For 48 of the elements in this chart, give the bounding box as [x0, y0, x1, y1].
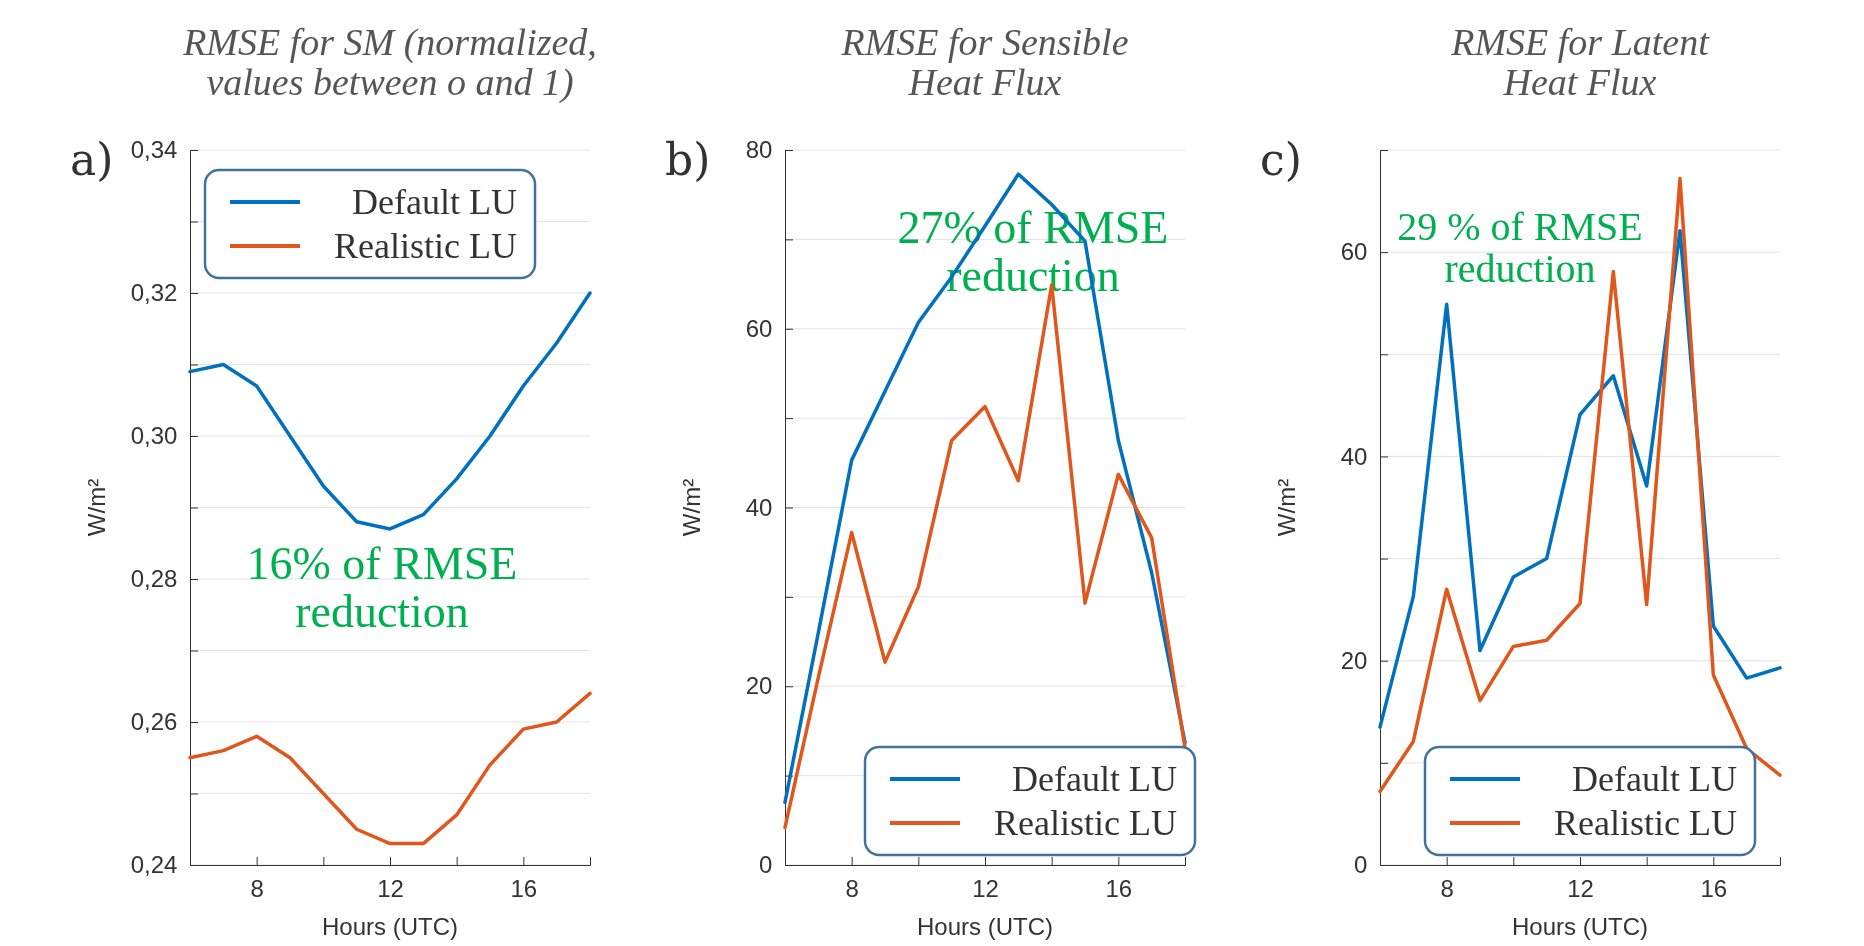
y-tick-label: 0,26 — [130, 708, 178, 736]
y-tick-label: 0,30 — [130, 422, 178, 450]
annotation: 29 % of RMSE reduction — [1397, 204, 1643, 292]
x-axis-title: Hours (UTC) — [322, 913, 458, 940]
chart-title: RMSE for SM (normalized, values between o and 1) — [182, 21, 597, 104]
text: b) — [665, 134, 711, 185]
y-tick-label: 0 — [1354, 851, 1368, 879]
line-series — [188, 691, 592, 846]
x-tick-label: 12 — [972, 874, 999, 902]
y-tick-label: 80 — [745, 136, 773, 164]
line-series — [783, 172, 1187, 805]
legend-label: Default LU — [352, 182, 517, 222]
y-tick-label: 40 — [745, 493, 773, 521]
x-tick-label: 16 — [510, 874, 538, 902]
x-tick-label: 8 — [1440, 874, 1454, 902]
legend-label: Realistic LU — [334, 226, 517, 266]
x-tick-label: 16 — [1105, 874, 1133, 902]
y-axis-title: W/m² — [678, 478, 705, 537]
x-tick-label: 8 — [845, 874, 859, 902]
y-axis-title: W/m² — [1273, 478, 1300, 537]
line-series — [188, 291, 592, 531]
text: a) — [70, 134, 114, 185]
y-tick-label: 0,24 — [130, 851, 178, 879]
line-series — [1378, 176, 1782, 794]
y-tick-label: 0 — [759, 851, 773, 879]
legend-label: Default LU — [1012, 759, 1177, 799]
x-tick-label: 12 — [377, 874, 404, 902]
y-tick-label: 0,28 — [130, 565, 178, 593]
y-tick-label: 0,34 — [130, 136, 178, 164]
x-axis-title: Hours (UTC) — [917, 913, 1053, 940]
y-tick-label: 40 — [1340, 442, 1368, 470]
x-tick-label: 8 — [250, 874, 264, 902]
x-tick-label: 16 — [1700, 874, 1728, 902]
x-tick-label: 12 — [1567, 874, 1594, 902]
annotation: 16% of RMSE reduction — [246, 538, 518, 638]
legend-label: Realistic LU — [994, 803, 1177, 843]
chart-title: RMSE for Sensible Heat Flux — [840, 21, 1129, 103]
y-tick-label: 60 — [1340, 238, 1368, 266]
chart-title: RMSE for Latent Heat Flux — [1450, 21, 1711, 103]
y-tick-label: 20 — [1340, 646, 1368, 674]
y-tick-label: 0,32 — [130, 279, 178, 307]
text: c) — [1260, 134, 1302, 185]
y-tick-label: 20 — [745, 672, 773, 700]
y-tick-label: 60 — [745, 314, 773, 342]
legend-label: Realistic LU — [1554, 803, 1737, 843]
legend-label: Default LU — [1572, 759, 1737, 799]
y-axis-title: W/m² — [83, 478, 110, 537]
x-axis-title: Hours (UTC) — [1512, 913, 1648, 940]
